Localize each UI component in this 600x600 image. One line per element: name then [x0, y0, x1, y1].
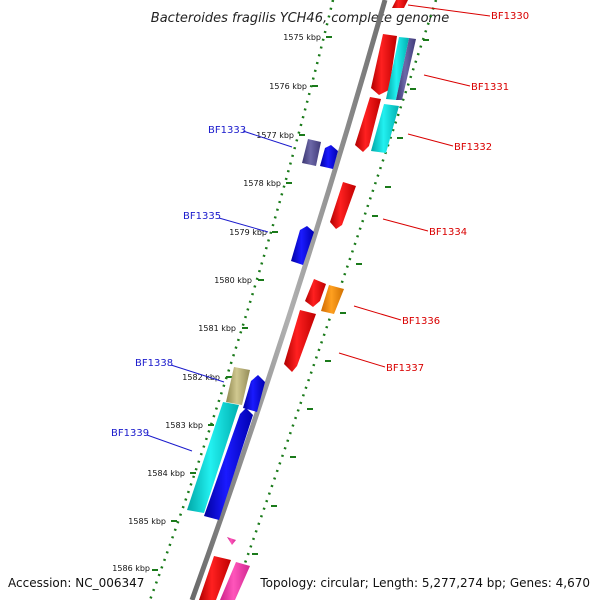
gene-label-bf1332[interactable]: BF1332 — [454, 142, 492, 153]
gene-bf1332-red[interactable] — [355, 97, 381, 152]
gene-bf1333-purple[interactable] — [302, 139, 321, 166]
gene-bf1338-khaki[interactable] — [226, 367, 250, 405]
right-ring-ticks — [252, 39, 429, 555]
gene-bf1336-red[interactable] — [305, 279, 326, 307]
tick-label: 1584 kbp — [147, 469, 185, 478]
gene-label-bf1335[interactable]: BF1335 — [183, 211, 221, 222]
gene-label-bf1338[interactable]: BF1338 — [135, 358, 173, 369]
gene-bf1338-blue[interactable] — [243, 375, 265, 412]
gene-label-bf1339[interactable]: BF1339 — [111, 428, 149, 439]
gene-bf1334[interactable] — [330, 182, 356, 229]
gene-small-pink[interactable] — [227, 537, 236, 545]
gene-bf1335[interactable] — [291, 226, 314, 265]
gene-bf1330[interactable] — [392, 0, 408, 8]
map-title: Bacteroides fragilis YCH46, complete gen… — [151, 11, 449, 26]
gene-bf1336-orange[interactable] — [321, 285, 344, 314]
tick-label: 1586 kbp — [112, 564, 150, 573]
genome-backbone — [189, 0, 388, 600]
outer-tick-ring-left — [148, 0, 335, 600]
gene-label-bf1336[interactable]: BF1336 — [402, 316, 440, 327]
tick-label: 1576 kbp — [269, 82, 307, 91]
tick-label: 1585 kbp — [128, 517, 166, 526]
gene-bf1331-cyan[interactable] — [386, 37, 409, 100]
gene-bottom-red[interactable] — [199, 556, 231, 600]
gene-label-bf1337[interactable]: BF1337 — [386, 363, 424, 374]
leader-lines — [146, 4, 491, 452]
accession-text: Accession: NC_006347 — [8, 576, 144, 590]
tick-label: 1578 kbp — [243, 179, 281, 188]
gene-label-bf1334[interactable]: BF1334 — [429, 227, 467, 238]
gene-label-bf1330[interactable]: BF1330 — [491, 11, 529, 22]
gene-bf1331-purple[interactable] — [396, 38, 416, 100]
gene-bf1332-cyan[interactable] — [371, 104, 399, 153]
gene-bf1333-blue[interactable] — [320, 145, 338, 169]
genes-reverse-strand — [187, 139, 338, 520]
tick-label: 1583 kbp — [165, 421, 203, 430]
gene-bottom-pink[interactable] — [220, 562, 250, 600]
tick-label: 1580 kbp — [214, 276, 252, 285]
tick-label: 1575 kbp — [283, 33, 321, 42]
kbp-ticks: 1575 kbp 1576 kbp 1577 kbp 1578 kbp 1579… — [112, 33, 332, 573]
gene-bf1339-cyan[interactable] — [187, 402, 239, 513]
gene-bf1339-blue[interactable] — [204, 408, 253, 520]
tick-label: 1579 kbp — [229, 228, 267, 237]
gene-label-bf1333[interactable]: BF1333 — [208, 125, 246, 136]
tick-label: 1582 kbp — [182, 373, 220, 382]
tick-label: 1581 kbp — [198, 324, 236, 333]
gene-label-bf1331[interactable]: BF1331 — [471, 82, 509, 93]
outer-tick-ring-right — [230, 0, 438, 600]
genes-forward-strand — [199, 0, 416, 600]
topology-text: Topology: circular; Length: 5,277,274 bp… — [259, 576, 590, 590]
gene-bf1337[interactable] — [284, 310, 316, 372]
tick-label: 1577 kbp — [256, 131, 294, 140]
